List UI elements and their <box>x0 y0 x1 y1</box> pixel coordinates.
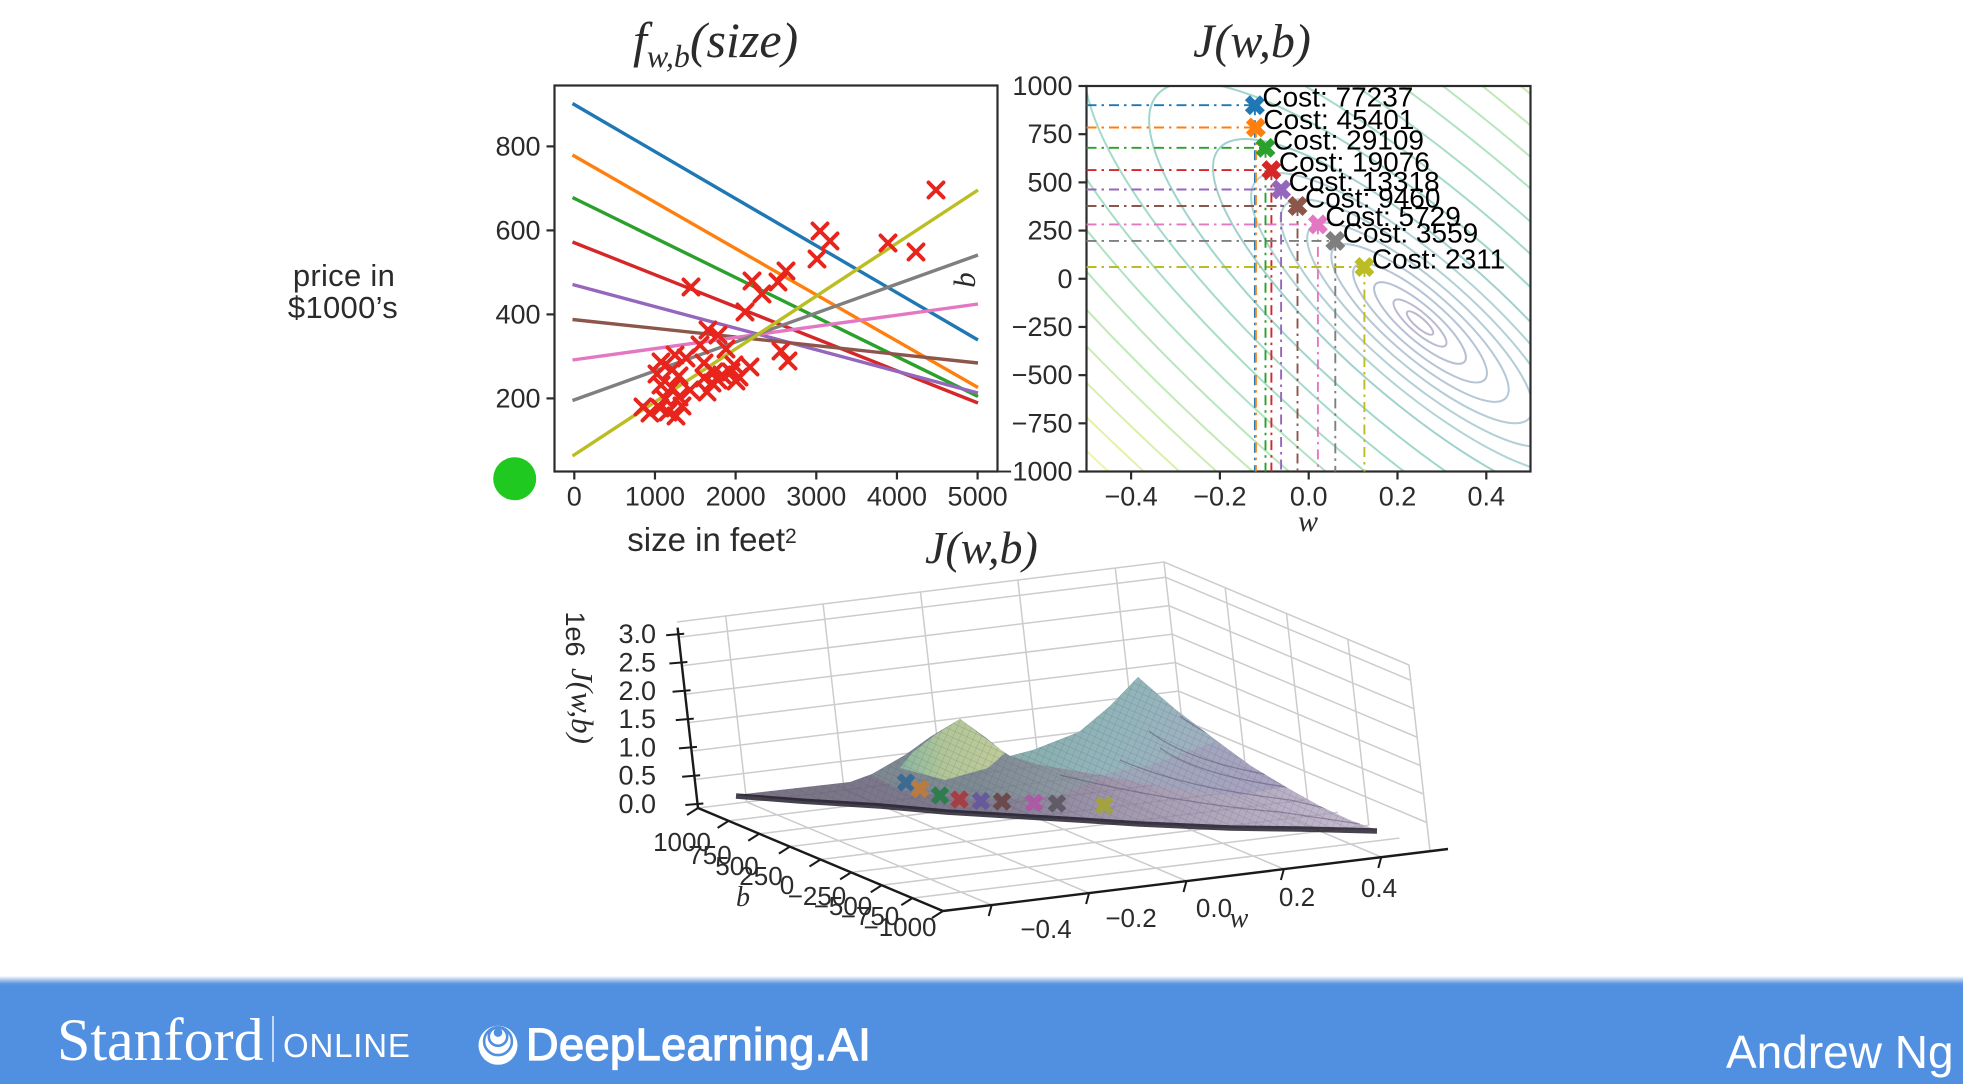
svg-text:400: 400 <box>495 299 540 329</box>
svg-text:3.0: 3.0 <box>618 619 656 649</box>
svg-text:Cost: 13318: Cost: 13318 <box>1289 166 1440 197</box>
svg-text:−750: −750 <box>841 901 900 931</box>
svg-text:J(w,b): J(w,b) <box>925 522 1038 573</box>
svg-text:J(w,b): J(w,b) <box>565 668 600 744</box>
svg-text:500: 500 <box>715 851 758 881</box>
svg-text:1.0: 1.0 <box>618 732 656 762</box>
svg-text:size in feet2: size in feet2 <box>627 521 796 558</box>
svg-text:2000: 2000 <box>706 482 766 512</box>
svg-text:0.4: 0.4 <box>1361 873 1397 903</box>
svg-text:−500: −500 <box>1012 360 1073 390</box>
svg-text:−0.2: −0.2 <box>1193 482 1246 512</box>
svg-text:−0.4: −0.4 <box>1020 914 1071 944</box>
svg-text:0.4: 0.4 <box>1468 482 1506 512</box>
svg-text:0: 0 <box>780 870 794 900</box>
svg-text:750: 750 <box>1027 119 1072 149</box>
svg-text:2.5: 2.5 <box>618 648 656 678</box>
svg-text:250: 250 <box>1027 216 1072 246</box>
svg-text:0: 0 <box>1057 264 1072 294</box>
svg-text:Cost: 45401: Cost: 45401 <box>1263 104 1414 135</box>
svg-text:Cost: 9460: Cost: 9460 <box>1305 183 1440 214</box>
svg-text:250: 250 <box>739 861 782 891</box>
svg-text:2.0: 2.0 <box>618 676 656 706</box>
svg-text:Cost: 29109: Cost: 29109 <box>1273 124 1424 155</box>
svg-text:0.2: 0.2 <box>1379 482 1417 512</box>
svg-text:0: 0 <box>567 482 582 512</box>
svg-text:−750: −750 <box>1012 408 1073 438</box>
svg-text:1000: 1000 <box>653 827 711 857</box>
svg-text:Cost: 77237: Cost: 77237 <box>1262 82 1413 113</box>
svg-text:w: w <box>1230 903 1249 934</box>
svg-text:b: b <box>736 882 750 913</box>
svg-text:4000: 4000 <box>867 482 927 512</box>
svg-text:1.5: 1.5 <box>618 704 656 734</box>
svg-text:800: 800 <box>495 131 540 161</box>
svg-text:b: b <box>947 272 982 288</box>
svg-text:Cost: 3559: Cost: 3559 <box>1343 217 1478 248</box>
svg-text:−250: −250 <box>788 881 847 911</box>
svg-text:0.2: 0.2 <box>1279 882 1315 912</box>
svg-text:Cost: 2311: Cost: 2311 <box>1372 244 1505 275</box>
svg-text:−500: −500 <box>814 891 873 921</box>
svg-text:0.0: 0.0 <box>618 789 656 819</box>
svg-text:−0.2: −0.2 <box>1105 903 1156 933</box>
svg-text:$1000’s: $1000’s <box>288 290 398 325</box>
svg-text:0.5: 0.5 <box>618 761 656 791</box>
svg-text:w: w <box>1298 505 1318 538</box>
svg-text:500: 500 <box>1027 167 1072 197</box>
svg-text:0.0: 0.0 <box>1290 482 1328 512</box>
svg-text:price in: price in <box>293 258 395 293</box>
svg-text:J(w,b): J(w,b) <box>1193 15 1311 68</box>
svg-text:1e6: 1e6 <box>560 611 590 656</box>
svg-text:0.0: 0.0 <box>1196 893 1232 923</box>
svg-text:−1000: −1000 <box>997 457 1073 487</box>
svg-text:1000: 1000 <box>1012 71 1072 101</box>
svg-text:600: 600 <box>495 215 540 245</box>
svg-text:fw,b(size): fw,b(size) <box>633 12 798 74</box>
svg-text:−250: −250 <box>1012 312 1073 342</box>
svg-text:1000: 1000 <box>625 482 685 512</box>
svg-text:200: 200 <box>495 383 540 413</box>
svg-text:3000: 3000 <box>786 482 846 512</box>
svg-text:5000: 5000 <box>948 482 1008 512</box>
svg-text:Cost: 5729: Cost: 5729 <box>1325 201 1460 232</box>
svg-text:Cost: 19076: Cost: 19076 <box>1279 147 1430 178</box>
svg-text:−1000: −1000 <box>863 912 936 942</box>
svg-text:−0.4: −0.4 <box>1104 482 1157 512</box>
svg-text:750: 750 <box>688 840 731 870</box>
